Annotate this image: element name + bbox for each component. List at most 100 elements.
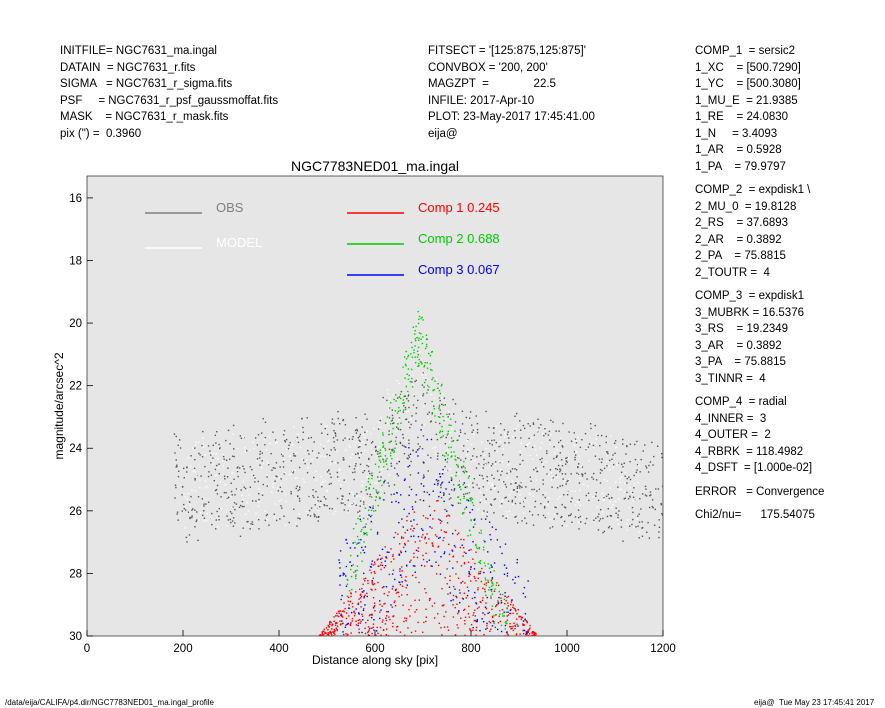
- data-point: [225, 439, 227, 442]
- data-point: [359, 622, 362, 624]
- data-point: [459, 431, 462, 434]
- data-point: [581, 466, 584, 468]
- data-point: [379, 611, 381, 613]
- data-point: [497, 622, 500, 624]
- data-point: [638, 531, 641, 533]
- data-point: [596, 506, 599, 508]
- data-point: [468, 473, 470, 475]
- data-point: [407, 400, 410, 402]
- data-point: [448, 560, 451, 562]
- data-point: [227, 519, 230, 521]
- data-point: [522, 459, 524, 462]
- data-point: [380, 609, 382, 611]
- data-point: [454, 546, 457, 548]
- data-point: [236, 470, 239, 473]
- data-point: [215, 519, 218, 521]
- data-point: [447, 430, 449, 433]
- data-point: [440, 529, 443, 531]
- data-point: [489, 571, 492, 573]
- data-point: [379, 554, 381, 557]
- data-point: [438, 414, 440, 416]
- data-point: [483, 539, 485, 542]
- data-point: [397, 423, 399, 425]
- data-point: [215, 474, 217, 477]
- data-point: [413, 535, 415, 537]
- data-point: [647, 471, 650, 473]
- data-point: [466, 486, 468, 488]
- data-point: [468, 575, 470, 578]
- data-point: [478, 561, 480, 563]
- data-point: [342, 622, 344, 624]
- data-point: [409, 372, 411, 374]
- data-point: [418, 318, 420, 321]
- data-point: [371, 589, 373, 591]
- data-point: [498, 615, 500, 617]
- data-point: [345, 565, 348, 568]
- data-point: [369, 569, 371, 571]
- data-point: [560, 437, 562, 440]
- data-point: [432, 377, 434, 379]
- data-point: [414, 361, 417, 364]
- param-line: 4_RBRK = 118.4982: [695, 445, 804, 458]
- data-point: [329, 463, 332, 465]
- data-point: [585, 447, 587, 450]
- data-point: [529, 624, 531, 627]
- data-point: [578, 473, 580, 475]
- data-point: [344, 437, 346, 439]
- data-point: [398, 406, 400, 409]
- data-point: [431, 369, 433, 372]
- data-point: [347, 633, 349, 636]
- data-point: [578, 455, 581, 457]
- data-point: [478, 547, 481, 550]
- data-point: [413, 556, 415, 558]
- data-point: [350, 565, 353, 567]
- data-point: [495, 528, 497, 531]
- data-point: [551, 486, 553, 488]
- data-point: [435, 421, 437, 424]
- data-point: [381, 564, 384, 567]
- data-point: [548, 430, 551, 433]
- data-point: [373, 427, 375, 430]
- data-point: [525, 631, 528, 633]
- data-point: [490, 538, 492, 541]
- data-point: [242, 499, 244, 501]
- param-line: COMP_2 = expdisk1 \: [695, 184, 811, 196]
- param-line: 1_RE = 24.0830: [695, 111, 789, 123]
- data-point: [483, 633, 485, 636]
- data-point: [439, 476, 442, 478]
- data-point: [359, 495, 361, 498]
- data-point: [390, 561, 392, 563]
- data-point: [411, 377, 413, 380]
- data-point: [366, 439, 368, 441]
- data-point: [575, 451, 578, 453]
- plot-area: [86, 175, 664, 637]
- data-point: [289, 441, 291, 444]
- data-point: [516, 623, 518, 626]
- data-point: [399, 568, 401, 570]
- data-point: [266, 474, 268, 476]
- data-point: [553, 451, 556, 454]
- data-point: [380, 476, 382, 478]
- data-point: [351, 438, 354, 440]
- data-point: [381, 605, 383, 607]
- data-point: [457, 464, 459, 467]
- data-point: [412, 530, 414, 532]
- data-point: [351, 620, 353, 622]
- data-point: [521, 480, 523, 483]
- data-point: [400, 422, 402, 424]
- data-point: [364, 594, 366, 596]
- data-point: [636, 518, 638, 520]
- data-point: [631, 493, 634, 495]
- data-point: [514, 502, 517, 505]
- data-point: [414, 611, 416, 613]
- data-point: [540, 636, 541, 637]
- data-point: [459, 502, 461, 504]
- data-point: [468, 549, 470, 552]
- data-point: [532, 422, 535, 424]
- data-point: [504, 497, 506, 499]
- data-point: [488, 567, 491, 569]
- data-point: [289, 473, 291, 476]
- data-point: [376, 531, 379, 534]
- data-point: [512, 489, 515, 491]
- data-point: [243, 486, 245, 489]
